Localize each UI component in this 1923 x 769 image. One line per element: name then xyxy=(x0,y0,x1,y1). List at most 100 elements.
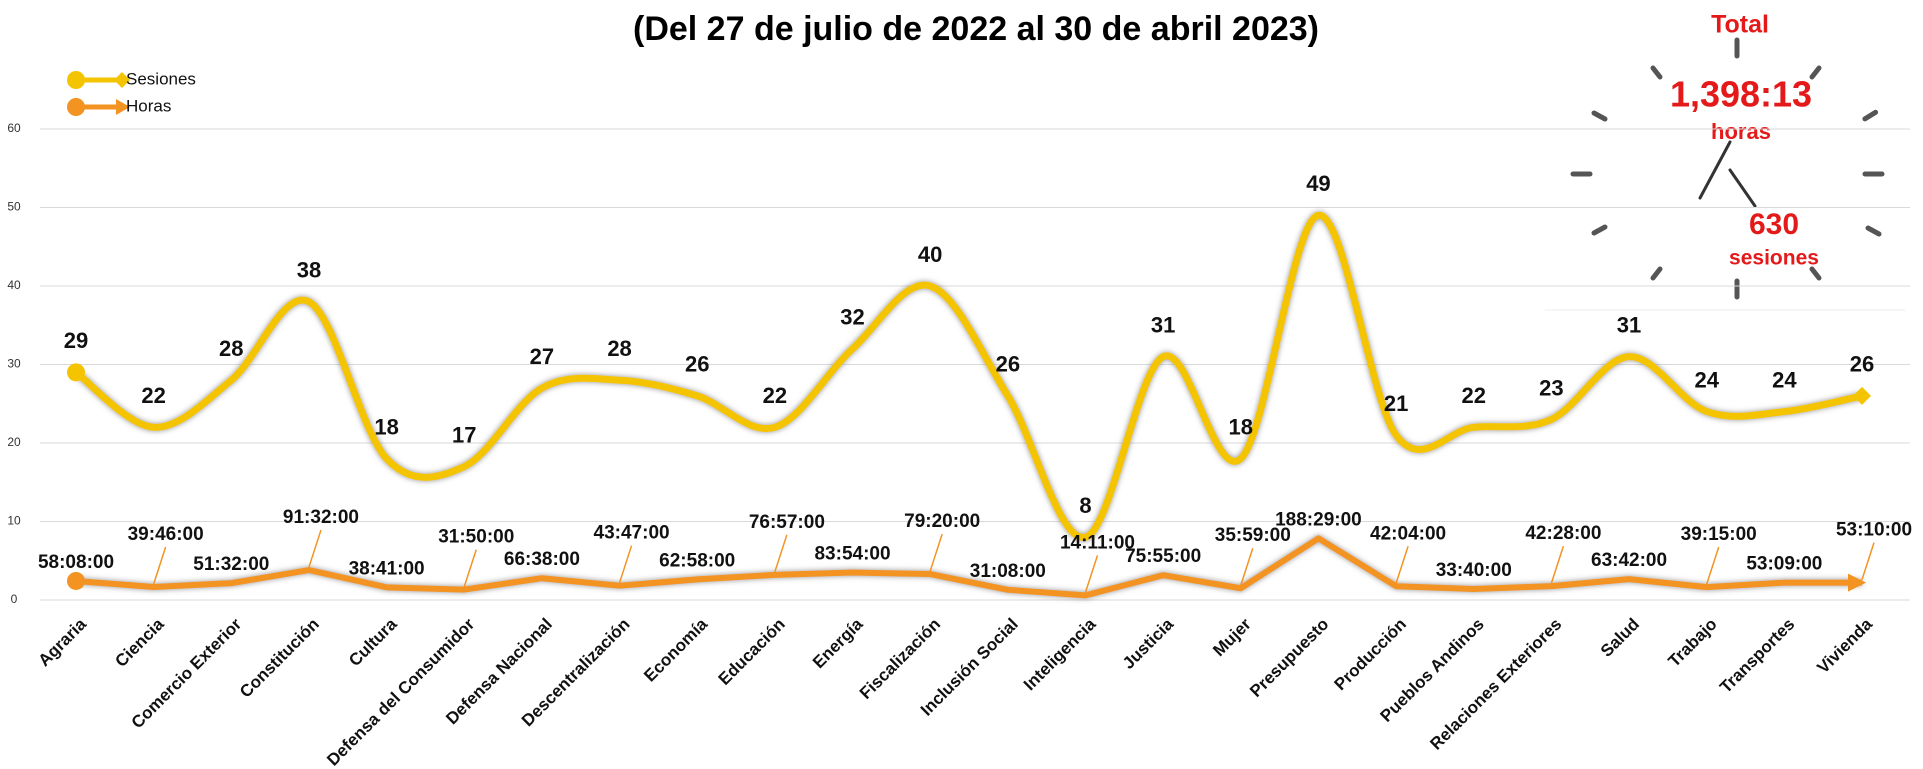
y-tick-label: 20 xyxy=(7,435,21,449)
sessions-unit: sesiones xyxy=(1729,247,1819,270)
x-tick-label: Defensa del Consumidor xyxy=(323,614,478,769)
data-label: 40 xyxy=(918,242,942,267)
leader-line xyxy=(1550,545,1565,584)
x-tick-label: Producción xyxy=(1331,615,1411,695)
data-label: 31:50:00 xyxy=(438,527,514,548)
data-label: 22 xyxy=(1461,383,1485,408)
data-label: 53:09:00 xyxy=(1746,554,1822,575)
data-label: 17 xyxy=(452,422,476,447)
x-tick-label: Ciencia xyxy=(111,614,168,671)
x-tick-label: Economía xyxy=(640,614,711,685)
leader-line xyxy=(1705,546,1720,585)
data-label: 43:47:00 xyxy=(594,523,670,544)
x-tick-label: Transportes xyxy=(1716,615,1798,697)
data-label: 76:57:00 xyxy=(749,512,825,533)
data-label: 35:59:00 xyxy=(1215,525,1291,546)
leader-line xyxy=(308,529,322,568)
data-label: 49 xyxy=(1306,171,1330,196)
x-tick-label: Energía xyxy=(809,614,867,672)
data-label: 75:55:00 xyxy=(1125,546,1201,567)
legend-label: Sesiones xyxy=(126,69,196,88)
leader-line xyxy=(1861,542,1875,580)
data-label: 32 xyxy=(840,305,864,330)
data-label: 27 xyxy=(530,344,554,369)
data-label: 29 xyxy=(64,328,88,353)
data-label: 18 xyxy=(374,415,398,440)
data-label: 24 xyxy=(1772,367,1797,392)
data-label: 31 xyxy=(1617,312,1641,337)
data-label: 26 xyxy=(685,352,709,377)
data-label: 31:08:00 xyxy=(970,561,1046,582)
x-tick-label: Constitución xyxy=(236,615,323,702)
leader-line xyxy=(1084,555,1099,593)
leader-line xyxy=(774,534,788,573)
x-tick-label: Relaciones Exteriores xyxy=(1426,615,1565,754)
series-line xyxy=(73,211,1863,541)
y-tick-label: 30 xyxy=(7,357,21,371)
legend-marker xyxy=(114,72,130,88)
data-label: 53:10:00 xyxy=(1836,520,1912,541)
leader-line xyxy=(152,546,167,585)
total-sessions: 630 xyxy=(1749,208,1799,241)
leader-line xyxy=(1240,547,1254,586)
x-tick-label: Educación xyxy=(715,615,789,689)
data-label: 8 xyxy=(1079,493,1091,518)
data-label: 51:32:00 xyxy=(193,554,269,575)
legend-label: Horas xyxy=(126,96,171,115)
end-marker xyxy=(1848,573,1866,592)
x-tick-label: Salud xyxy=(1597,615,1643,661)
data-label: 79:20:00 xyxy=(904,511,980,532)
data-label: 26 xyxy=(1850,352,1874,377)
leader-line xyxy=(929,533,943,572)
legend-marker xyxy=(67,98,85,116)
data-label: 66:38:00 xyxy=(504,549,580,570)
x-tick-label: Cultura xyxy=(345,614,401,670)
data-label: 31 xyxy=(1151,312,1175,337)
series-line xyxy=(75,535,1863,599)
data-label: 58:08:00 xyxy=(38,552,114,573)
data-label: 42:28:00 xyxy=(1525,523,1601,544)
x-tick-label: Presupuesto xyxy=(1246,615,1332,701)
hours-unit: horas xyxy=(1711,119,1771,144)
leader-line xyxy=(618,545,633,583)
x-tick-label: Trabajo xyxy=(1665,615,1721,671)
data-label: 24 xyxy=(1694,367,1719,392)
data-label: 188:29:00 xyxy=(1275,509,1362,530)
clock xyxy=(1544,37,1906,311)
y-tick-label: 50 xyxy=(7,200,21,214)
data-label: 33:40:00 xyxy=(1436,560,1512,581)
data-label: 26 xyxy=(996,352,1020,377)
x-tick-label: Mujer xyxy=(1209,614,1255,660)
data-label: 42:04:00 xyxy=(1370,523,1446,544)
data-label: 38 xyxy=(297,258,321,283)
data-label: 39:46:00 xyxy=(128,524,204,545)
y-tick-label: 60 xyxy=(7,121,21,135)
leader-line xyxy=(1395,546,1409,584)
data-label: 14:11:00 xyxy=(1060,532,1135,553)
x-tick-label: Justicia xyxy=(1119,614,1178,673)
data-label: 91:32:00 xyxy=(283,507,359,528)
total-hours: 1,398:13 xyxy=(1670,74,1812,115)
leader-line xyxy=(463,549,477,587)
data-label: 62:58:00 xyxy=(659,550,735,571)
data-label: 39:15:00 xyxy=(1681,524,1757,545)
y-tick-label: 40 xyxy=(7,278,21,292)
x-tick-label: Vivienda xyxy=(1813,614,1876,677)
data-label: 63:42:00 xyxy=(1591,550,1667,571)
data-label: 38:41:00 xyxy=(349,558,425,579)
total-label: Total xyxy=(1711,11,1769,39)
x-tick-label: Fiscalización xyxy=(856,615,944,703)
end-marker xyxy=(1853,386,1871,405)
chart-title: (Del 27 de julio de 2022 al 30 de abril … xyxy=(633,10,1319,48)
data-label: 83:54:00 xyxy=(814,544,890,565)
data-label: 21 xyxy=(1384,391,1408,416)
data-label: 28 xyxy=(219,336,243,361)
data-label: 23 xyxy=(1539,375,1563,400)
x-tick-label: Inteligencia xyxy=(1020,614,1100,694)
data-label: 22 xyxy=(763,383,787,408)
x-tick-label: Agraria xyxy=(34,614,90,670)
legend-marker xyxy=(67,71,85,89)
data-label: 22 xyxy=(141,383,165,408)
data-label: 18 xyxy=(1229,415,1253,440)
